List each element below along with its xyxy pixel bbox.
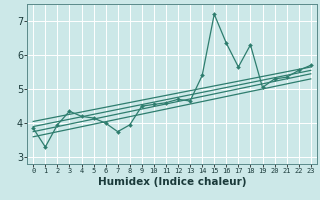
- X-axis label: Humidex (Indice chaleur): Humidex (Indice chaleur): [98, 177, 246, 187]
